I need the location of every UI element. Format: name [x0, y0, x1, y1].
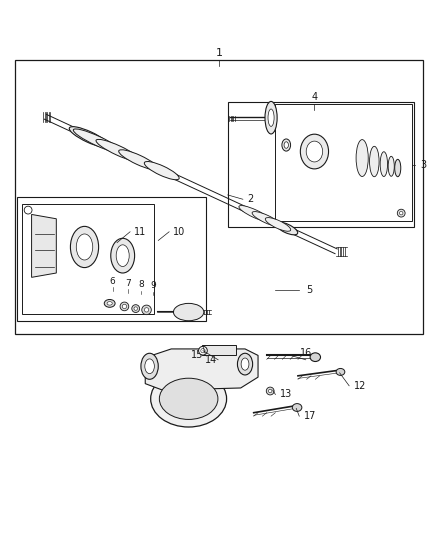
Ellipse shape: [119, 150, 158, 170]
Bar: [17, 197, 206, 321]
Bar: [21, 204, 154, 314]
Circle shape: [24, 206, 32, 214]
Ellipse shape: [306, 141, 323, 162]
Circle shape: [266, 387, 274, 395]
Ellipse shape: [69, 127, 109, 147]
Text: 15: 15: [191, 350, 204, 360]
Circle shape: [145, 308, 149, 312]
Ellipse shape: [268, 109, 274, 126]
Circle shape: [134, 307, 138, 310]
Ellipse shape: [282, 139, 290, 151]
Circle shape: [132, 305, 140, 312]
Ellipse shape: [104, 300, 115, 308]
Text: 11: 11: [134, 227, 147, 237]
Text: 12: 12: [353, 381, 366, 391]
Ellipse shape: [395, 159, 401, 177]
Polygon shape: [32, 214, 57, 277]
Bar: [15, 60, 423, 334]
Ellipse shape: [239, 206, 271, 222]
Ellipse shape: [116, 245, 129, 266]
Text: 6: 6: [110, 277, 116, 286]
Circle shape: [120, 302, 129, 311]
Ellipse shape: [300, 134, 328, 169]
Text: 1: 1: [215, 49, 223, 58]
Ellipse shape: [71, 227, 99, 268]
Ellipse shape: [107, 302, 112, 305]
Ellipse shape: [145, 359, 154, 374]
Text: 10: 10: [173, 227, 186, 237]
Ellipse shape: [241, 358, 249, 370]
Ellipse shape: [265, 101, 277, 134]
Text: 9: 9: [150, 281, 156, 290]
Text: 16: 16: [300, 348, 312, 358]
Circle shape: [122, 304, 127, 309]
Ellipse shape: [159, 378, 218, 419]
Ellipse shape: [76, 234, 93, 260]
Ellipse shape: [141, 353, 158, 379]
Text: 8: 8: [138, 280, 144, 289]
Ellipse shape: [265, 217, 291, 231]
Ellipse shape: [380, 152, 388, 176]
Ellipse shape: [151, 370, 226, 427]
Ellipse shape: [173, 303, 204, 321]
Ellipse shape: [284, 142, 288, 148]
Ellipse shape: [276, 222, 298, 235]
Ellipse shape: [73, 129, 122, 153]
Ellipse shape: [388, 156, 394, 176]
Ellipse shape: [310, 353, 321, 361]
Polygon shape: [145, 349, 258, 390]
Text: 4: 4: [311, 92, 318, 102]
Circle shape: [201, 349, 205, 353]
Text: 13: 13: [280, 390, 292, 399]
Ellipse shape: [111, 238, 134, 273]
Ellipse shape: [96, 139, 140, 161]
Circle shape: [397, 209, 405, 217]
Ellipse shape: [237, 353, 253, 375]
Ellipse shape: [336, 368, 345, 375]
Text: 17: 17: [304, 411, 316, 421]
Ellipse shape: [356, 140, 368, 176]
Circle shape: [399, 212, 403, 215]
Ellipse shape: [252, 212, 281, 227]
Circle shape: [142, 305, 151, 314]
Text: 5: 5: [306, 285, 312, 295]
Ellipse shape: [144, 161, 179, 180]
Bar: [228, 102, 414, 228]
Text: 7: 7: [125, 279, 131, 288]
Text: 3: 3: [421, 159, 427, 169]
Circle shape: [198, 346, 207, 355]
Ellipse shape: [370, 147, 379, 177]
Polygon shape: [201, 345, 237, 356]
Text: 14: 14: [205, 355, 217, 365]
Ellipse shape: [292, 403, 302, 411]
Bar: [276, 104, 412, 221]
Circle shape: [268, 389, 272, 393]
Text: 2: 2: [247, 194, 254, 204]
